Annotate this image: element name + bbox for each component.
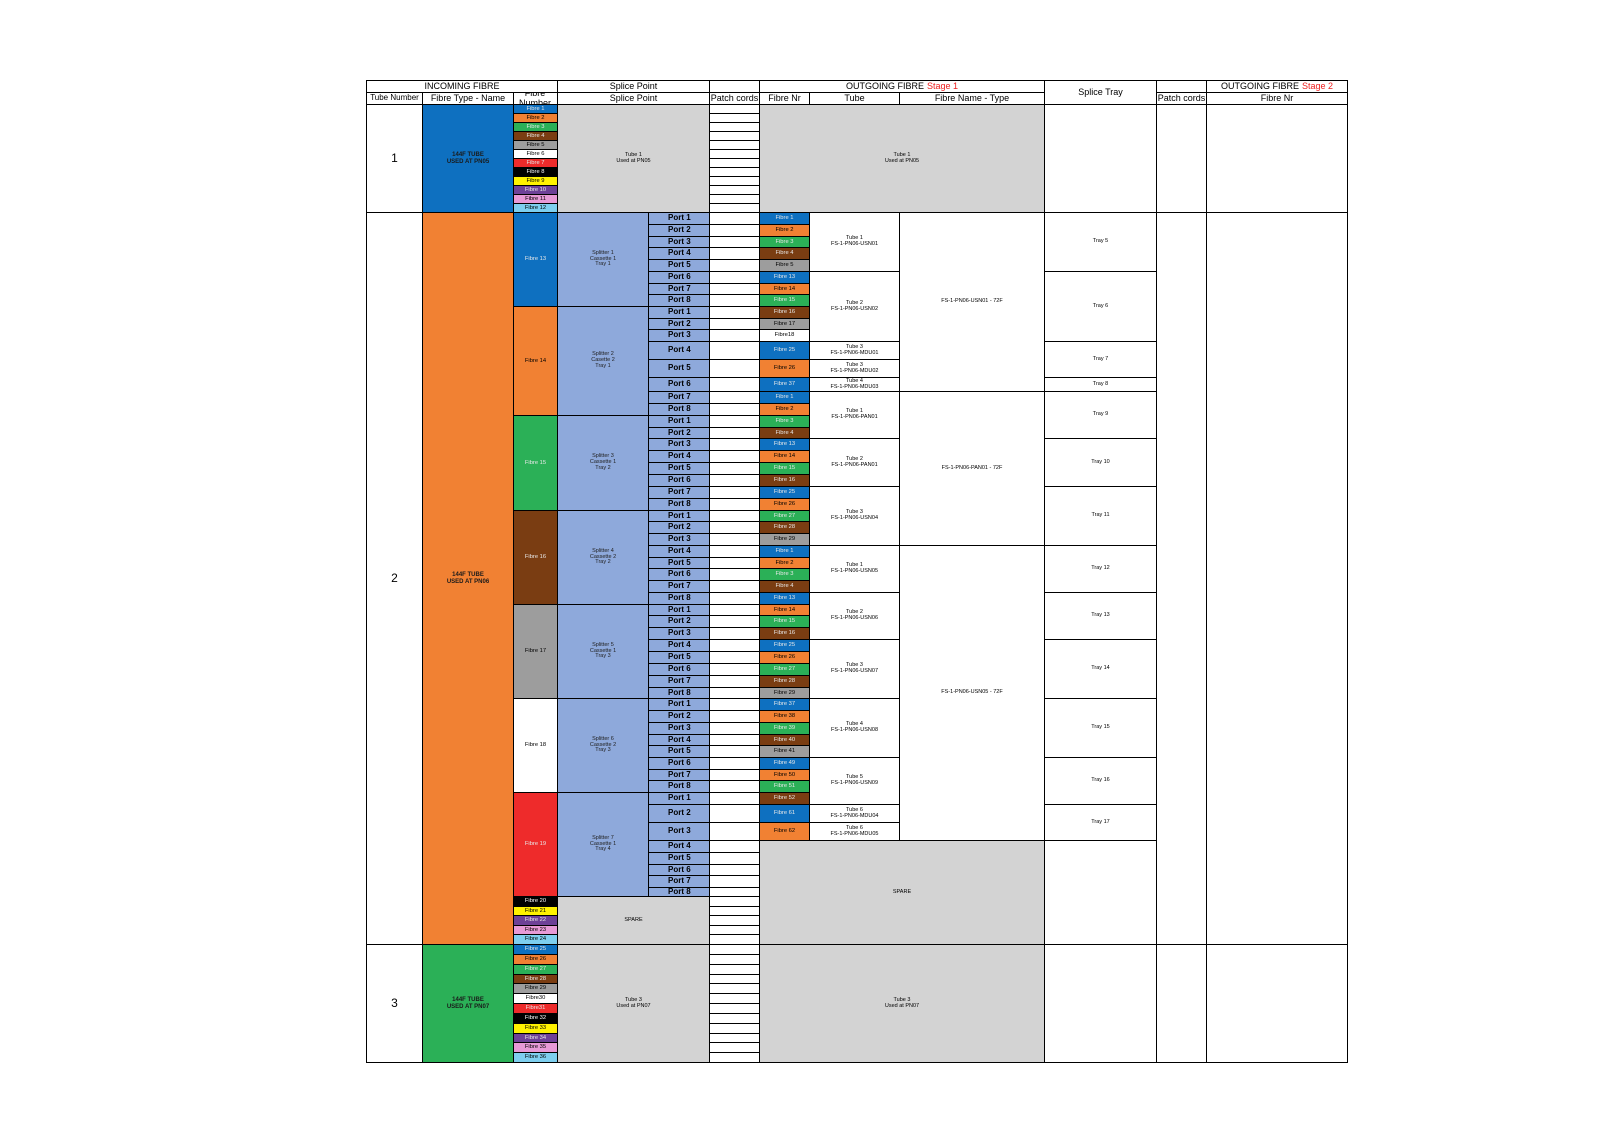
tube-name: 144F TUBE USED AT PN07: [422, 944, 514, 1063]
splitter: Splitter 7 Cassette 1 Tray 4: [557, 792, 649, 897]
tube-name: 144F TUBE USED AT PN05: [422, 104, 514, 213]
stage2-fibre-cell: [1206, 944, 1348, 1063]
patch-cord-cell: [709, 377, 760, 392]
splice-tray: Tray 5: [1044, 212, 1157, 272]
outgoing-fibre: Fibre 26: [759, 359, 810, 378]
patch-cord-cell: [1156, 104, 1207, 213]
outgoing-tube: Tube 6 FS-1-PN06-MDU04: [809, 804, 900, 823]
outgoing-tube: Tube 2 FS-1-PN06-USN02: [809, 271, 900, 342]
splice-tray: Tray 9: [1044, 391, 1157, 439]
outgoing-tube: Tube 3 FS-1-PN06-MDU02: [809, 359, 900, 378]
outgoing-fibre-label: OUTGOING FIBRE: [845, 80, 924, 91]
outgoing-tube: Tube 2 FS-1-PN06-PAN01: [809, 438, 900, 487]
outgoing-fibre: Fibre 5: [759, 259, 810, 272]
port-label: Port 2: [648, 804, 710, 823]
tube-number: 3: [366, 944, 423, 1063]
port-label: Port 3: [648, 822, 710, 841]
outgoing-fibre: Fibre 37: [759, 698, 810, 711]
splice-tray: Tray 12: [1044, 545, 1157, 593]
fibre-name-type: FS-1-PN06-PAN01 - 72F: [899, 391, 1045, 546]
port-label: Port 5: [648, 359, 710, 378]
patch-cord-cell: [709, 822, 760, 841]
stage1-label: Stage 1: [926, 80, 959, 91]
stage2-label: Stage 2: [1301, 80, 1334, 91]
outgoing-fibre: Fibre 37: [759, 377, 810, 392]
outgoing-tube: Tube 1 FS-1-PN06-USN01: [809, 212, 900, 272]
splice-tube-3: Tube 3 Used at PN07: [557, 944, 710, 1063]
splice-tray: Tray 6: [1044, 271, 1157, 342]
outgoing-tube: Tube 2 FS-1-PN06-USN06: [809, 592, 900, 640]
outgoing-tube: Tube 3 FS-1-PN06-USN04: [809, 486, 900, 546]
patch-cord-cell: [709, 804, 760, 823]
outgoing-fibre: Fibre 4: [759, 247, 810, 260]
splice-tray: Tray 13: [1044, 592, 1157, 640]
port-label: Port 1: [648, 306, 710, 319]
incoming-fibre: Fibre 16: [513, 510, 558, 605]
splice-tray: Tray 7: [1044, 341, 1157, 378]
outgoing-tube: Tube 3 FS-1-PN06-USN07: [809, 639, 900, 699]
port-label: Port 8: [648, 780, 710, 793]
outgoing-fibre-label: OUTGOING FIBRE: [1220, 80, 1299, 91]
splice-tube-1: Tube 1 Used at PN05: [557, 104, 710, 213]
port-label: Port 8: [648, 887, 710, 897]
outgoing-fibre: Fibre 40: [759, 734, 810, 746]
incoming-fibre: Fibre 14: [513, 306, 558, 416]
outgoing-fibre: Fibre 28: [759, 675, 810, 688]
splice-tray: Tray 16: [1044, 757, 1157, 805]
splice-tray-cell: [1044, 944, 1157, 1063]
outgoing-fibre: Fibre 62: [759, 822, 810, 841]
splice-tray: Tray 17: [1044, 804, 1157, 841]
incoming-fibre: Fibre 19: [513, 792, 558, 897]
incoming-fibre: Fibre 13: [513, 212, 558, 307]
splitter: Splitter 3 Cassette 1 Tray 2: [557, 415, 649, 511]
splitter: Splitter 5 Cassette 1 Tray 3: [557, 604, 649, 699]
outgoing-spare: SPARE: [759, 840, 1045, 945]
splitter: Splitter 1 Cassette 1 Tray 1: [557, 212, 649, 307]
splitter: Splitter 4 Cassette 2 Tray 2: [557, 510, 649, 605]
header-splice-tray: Splice Tray: [1044, 80, 1157, 105]
patch-cord-cell: [709, 359, 760, 378]
outgoing-fibre: Fibre 61: [759, 804, 810, 823]
splice-tray: Tray 10: [1044, 438, 1157, 487]
incoming-fibre: Fibre 15: [513, 415, 558, 511]
port-label: Port 4: [648, 341, 710, 360]
incoming-fibre: Fibre 18: [513, 698, 558, 793]
outgoing-tube: Tube 5 FS-1-PN06-USN09: [809, 757, 900, 805]
incoming-fibre: Fibre 17: [513, 604, 558, 699]
splice-tray: Tray 15: [1044, 698, 1157, 758]
patch-cord-cell: [709, 1052, 760, 1063]
outgoing-tube: Tube 1 FS-1-PN06-PAN01: [809, 391, 900, 439]
stage2-fibre-cell: [1206, 212, 1348, 945]
tube-name: 144F TUBE USED AT PN06: [422, 212, 514, 945]
tube-number: 2: [366, 212, 423, 945]
outgoing-tube: Tube 4 FS-1-PN06-MDU03: [809, 377, 900, 392]
splice-spare: SPARE: [557, 896, 710, 945]
splice-tray: Tray 14: [1044, 639, 1157, 699]
fibre-name-type: FS-1-PN06-USN01 - 72F: [899, 212, 1045, 392]
splice-tray-cell: [1044, 840, 1157, 945]
outgoing-tube: Tube 6 FS-1-PN06-MDU05: [809, 822, 900, 841]
outgoing-tube: Tube 1 FS-1-PN06-USN05: [809, 545, 900, 593]
splice-tray-cell: [1044, 104, 1157, 213]
outgoing-tube: Tube 4 FS-1-PN06-USN08: [809, 698, 900, 758]
port-label: Port 6: [648, 377, 710, 392]
fibre-name-type: FS-1-PN06-USN05 - 72F: [899, 545, 1045, 841]
stage2-fibre-cell: [1206, 104, 1348, 213]
patch-cord-cell: [1156, 212, 1207, 945]
patch-cord-cell: [1156, 944, 1207, 1063]
splitter: Splitter 2 Casette 2 Tray 1: [557, 306, 649, 416]
splice-tray: Tray 8: [1044, 377, 1157, 392]
incoming-fibre: Fibre 36: [513, 1052, 558, 1063]
outgoing-tube-3: Tube 3 Used at PN07: [759, 944, 1045, 1063]
splice-tray: Tray 11: [1044, 486, 1157, 546]
outgoing-fibre: Fibre 25: [759, 341, 810, 360]
outgoing-tube: Tube 3 FS-1-PN06-MDU01: [809, 341, 900, 360]
port-label: Port 2: [648, 427, 710, 439]
tube-number: 1: [366, 104, 423, 213]
outgoing-tube-1: Tube 1 Used at PN05: [759, 104, 1045, 213]
patch-cord-cell: [709, 341, 760, 360]
splitter: Splitter 6 Cassette 2 Tray 3: [557, 698, 649, 793]
